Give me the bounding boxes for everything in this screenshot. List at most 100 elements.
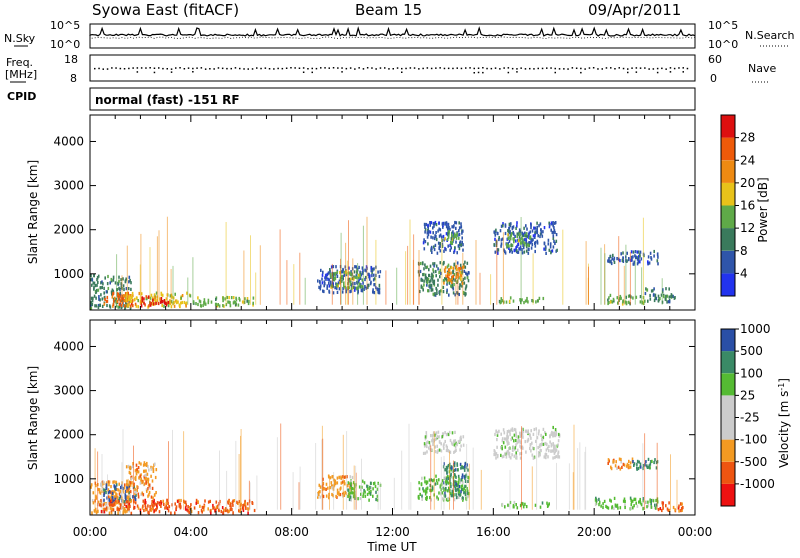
velocity-cell	[107, 491, 110, 495]
power-cell	[419, 269, 422, 274]
velocity-cell	[137, 506, 140, 510]
power-streak	[243, 250, 245, 305]
freq-dot	[170, 68, 173, 70]
power-cell	[460, 243, 463, 247]
velocity-colorbar-swatch	[721, 395, 735, 418]
velocity-cell	[424, 492, 427, 496]
velocity-cell	[243, 503, 246, 507]
velocity-cell	[619, 506, 622, 510]
power-cell	[427, 227, 429, 231]
velocity-cell	[360, 492, 362, 496]
power-cell	[637, 250, 640, 254]
velocity-cell	[143, 508, 145, 513]
velocity-cell	[464, 465, 466, 469]
power-cell	[610, 259, 612, 263]
freq-dot	[418, 68, 420, 70]
power-cell	[93, 274, 95, 278]
power-cell	[521, 238, 524, 242]
velocity-cell	[238, 509, 240, 513]
freq-dot	[311, 67, 313, 70]
power-cell	[152, 296, 154, 300]
freq-dot	[469, 67, 471, 69]
power-cell	[318, 285, 320, 289]
freq-dot	[644, 67, 646, 69]
velocity-cell	[102, 510, 104, 514]
power-cell	[148, 304, 150, 308]
velocity-cell	[553, 432, 556, 436]
power-cell	[448, 293, 450, 297]
velocity-cell	[517, 440, 519, 444]
power-cell	[534, 226, 537, 230]
power-cell	[461, 270, 463, 274]
power-cell	[94, 304, 96, 308]
velocity-cell	[450, 466, 453, 470]
power-cell	[447, 231, 449, 235]
velocity-cell	[146, 507, 148, 511]
power-cell	[420, 278, 422, 282]
velocity-cell	[138, 476, 140, 480]
power-cell	[378, 288, 380, 292]
velocity-cell	[212, 503, 214, 508]
velocity-cell	[124, 493, 127, 497]
freq-dot	[179, 67, 181, 69]
power-cell	[495, 228, 497, 232]
power-cell	[342, 268, 344, 273]
velocity-cell	[111, 495, 114, 499]
velocity-cell	[119, 510, 121, 514]
power-cell	[526, 227, 528, 231]
velocity-cell	[506, 436, 509, 441]
velocity-cell	[135, 490, 137, 494]
power-cell	[462, 243, 464, 247]
freq-dot	[456, 67, 458, 69]
velocity-cell	[107, 480, 109, 484]
velocity-cell	[160, 504, 162, 508]
nave-dot	[580, 71, 582, 74]
velocity-streak	[315, 443, 317, 510]
velocity-cell	[373, 481, 376, 485]
power-cell	[207, 301, 210, 305]
power-cell	[107, 286, 110, 291]
velocity-cell	[515, 451, 517, 455]
velocity-cell	[637, 466, 640, 471]
power-cell	[91, 283, 93, 287]
velocity-cell	[147, 477, 150, 481]
velocity-cell	[457, 474, 460, 478]
velocity-cell	[99, 491, 102, 495]
velocity-cell	[351, 475, 354, 480]
power-cell	[521, 234, 524, 238]
power-cell	[440, 271, 442, 275]
velocity-cell	[547, 503, 549, 507]
power-cell	[350, 286, 353, 290]
velocity-cell	[458, 439, 461, 443]
velocity-cell	[445, 465, 448, 470]
power-cell	[649, 251, 652, 255]
power-cell	[624, 300, 627, 304]
velocity-streak	[249, 482, 251, 510]
power-colorbar-swatch	[721, 115, 735, 138]
velocity-cell	[100, 509, 103, 514]
velocity-streak	[321, 439, 323, 510]
freq-dot	[460, 67, 463, 70]
power-cell	[512, 299, 515, 303]
velocity-cell	[500, 453, 502, 457]
velocity-cell	[209, 499, 211, 503]
power-cell	[647, 299, 649, 303]
power-streak	[625, 244, 627, 305]
velocity-cell	[508, 429, 510, 433]
velocity-cell	[632, 460, 634, 464]
power-cell	[341, 270, 343, 274]
power-cell	[505, 300, 508, 304]
power-cell	[524, 231, 526, 235]
power-cell	[130, 281, 132, 285]
freq-dot	[119, 67, 122, 70]
power-cell	[508, 222, 511, 226]
velocity-cell	[242, 508, 245, 512]
velocity-cell	[443, 446, 445, 450]
velocity-streak	[443, 455, 445, 510]
power-cell	[320, 268, 322, 272]
velocity-streak	[333, 472, 335, 510]
velocity-cell	[338, 491, 340, 495]
power-cell	[536, 228, 538, 232]
power-cell	[125, 277, 127, 281]
power-cell	[459, 273, 462, 277]
